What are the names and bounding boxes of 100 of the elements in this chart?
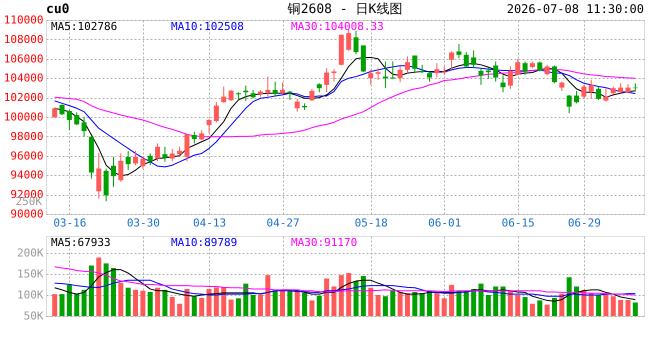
candlestick [74, 112, 80, 126]
x-tick-label: 06-15 [502, 216, 535, 230]
candlestick [148, 152, 153, 166]
x-tick-label: 03-30 [126, 216, 160, 230]
candlestick [280, 82, 286, 95]
candlestick [243, 85, 248, 102]
candlestick [52, 106, 58, 118]
candlestick [449, 50, 454, 70]
candlestick [537, 61, 542, 72]
x-tick-label: 03-16 [53, 216, 86, 230]
candlestick [155, 142, 160, 162]
text: cu0 [46, 2, 70, 17]
candlestick [331, 68, 336, 82]
y-tick-label: 110000 [4, 14, 44, 26]
x-tick-label: 06-29 [568, 216, 601, 230]
candlestick [500, 74, 506, 93]
text: MA10:102508 [171, 20, 244, 33]
candlestick [596, 86, 602, 100]
candlestick [574, 90, 580, 104]
y-tick-label: 100000 [4, 110, 44, 124]
candlestick [96, 152, 102, 200]
text: MA30:104008.33 [291, 20, 384, 33]
text: MA10:89789 [171, 236, 238, 249]
candlestick [228, 89, 234, 102]
candlestick [206, 118, 212, 134]
candlestick [265, 76, 270, 98]
line-series [54, 280, 636, 297]
candlestick [324, 68, 330, 93]
candlestick [346, 29, 352, 52]
y-tick-label: 200K [17, 246, 44, 260]
candlestick [309, 88, 314, 102]
candlestick [316, 82, 322, 93]
y-tick-label: 108000 [4, 32, 44, 46]
candlestick [184, 134, 190, 162]
candlestick [382, 61, 388, 89]
candlestick [162, 146, 168, 162]
candlestick [376, 68, 381, 80]
text: 2026-07-08 11:30:00 [506, 2, 644, 16]
candlestick [559, 81, 564, 92]
candlestick [404, 56, 410, 74]
candlestick [625, 84, 630, 94]
candlestick [192, 131, 197, 144]
candlestick [522, 61, 528, 76]
candlestick [133, 150, 138, 166]
candlestick [110, 156, 116, 188]
x-tick-label: 04-13 [192, 216, 226, 230]
y-tick-label: 94000 [10, 168, 44, 182]
candlestick [508, 66, 513, 90]
candlestick [214, 102, 219, 123]
candlestick [140, 156, 146, 170]
y-tick-label: 98000 [10, 130, 44, 143]
y-tick-label: 90000 [10, 208, 44, 220]
y-tick-label: 150K [17, 267, 44, 280]
y-tick-label: 100K [17, 288, 44, 302]
candlestick [464, 52, 469, 68]
candlestick [287, 90, 292, 100]
y-tick-label: 102000 [4, 91, 44, 104]
x-tick-label: 06-01 [428, 216, 462, 230]
candlestick [552, 64, 557, 84]
line-series [54, 266, 636, 296]
candlestick [368, 69, 374, 86]
candlestick [398, 66, 403, 83]
candlestick [588, 79, 594, 99]
candlestick [390, 61, 396, 80]
candlestick [618, 82, 624, 94]
candlestick [118, 152, 124, 182]
candlestick [486, 67, 491, 80]
candlestick [126, 150, 131, 171]
candlestick [354, 30, 359, 55]
y-tick-label: 96000 [10, 149, 44, 162]
candlestick [442, 66, 447, 76]
candlestick [471, 50, 476, 69]
candlestick [515, 58, 520, 76]
candlestick [493, 61, 498, 82]
candlestick [221, 86, 226, 104]
chart-title: 铜2608 - 日K线图 [286, 2, 402, 17]
y-tick-label: 50K [24, 310, 44, 322]
x-tick-label: 04-27 [266, 216, 300, 230]
candlestick [456, 44, 462, 59]
candlestick [427, 71, 432, 82]
y-tick-label: 104000 [4, 72, 44, 85]
x-tick-label: 05-18 [354, 216, 388, 230]
candlestick [60, 104, 65, 116]
candlestick [66, 110, 72, 131]
candlestick [566, 94, 572, 114]
candlestick [412, 55, 418, 74]
candlestick [434, 62, 440, 78]
candlestick [272, 81, 278, 98]
candlestick [82, 116, 87, 138]
candlestick [170, 148, 175, 162]
text: MA5:102786 [51, 20, 118, 33]
candlestick [603, 87, 608, 102]
candlestick [478, 68, 484, 86]
candlestick [199, 130, 204, 141]
candlestick [544, 64, 550, 76]
candlestick [294, 98, 300, 112]
line-series [54, 269, 636, 302]
y-tick-label: 106000 [4, 52, 44, 66]
candlestick [581, 84, 586, 99]
series-label: MA5:67933 [51, 236, 111, 249]
